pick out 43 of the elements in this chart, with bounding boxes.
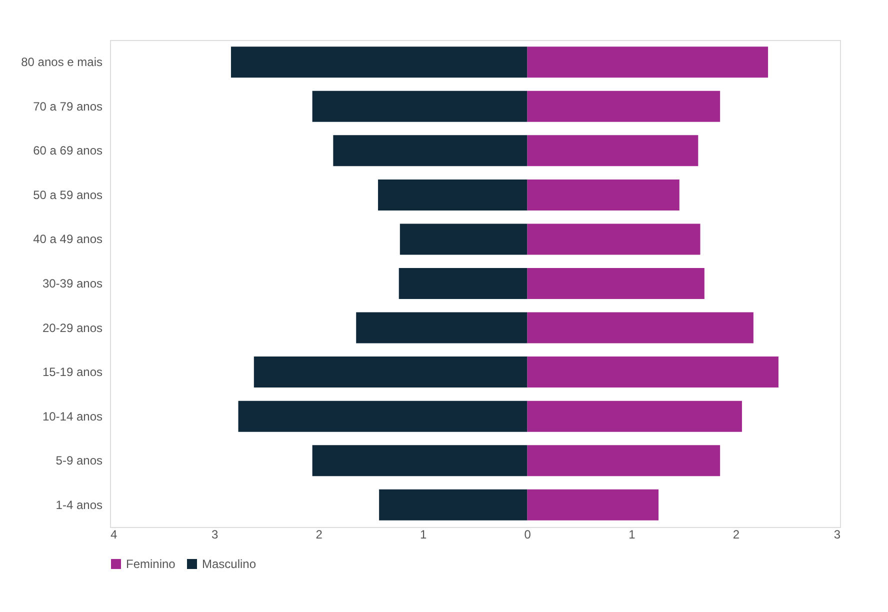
x-tick-label: 1	[420, 528, 428, 542]
x-tick-label: 2	[732, 528, 740, 542]
y-tick-label: 40 a 49 anos	[33, 232, 102, 246]
bar	[527, 179, 680, 210]
bar	[527, 46, 768, 78]
bar	[398, 268, 528, 299]
legend-label: Feminino	[126, 557, 176, 571]
y-tick-label: 80 anos e mais	[21, 55, 102, 70]
bar	[238, 400, 528, 432]
bar	[527, 445, 720, 476]
x-tick-label: 1	[628, 528, 636, 542]
y-tick-label: 70 a 79 anos	[33, 99, 102, 114]
y-tick-label: 1-4 anos	[56, 498, 102, 512]
bar	[527, 312, 754, 344]
y-tick-label: 15-19 anos	[42, 365, 102, 380]
bar	[527, 224, 700, 255]
y-tick-label: 20-29 anos	[42, 320, 102, 335]
bar	[527, 268, 704, 299]
bar	[379, 489, 528, 520]
bar	[378, 179, 528, 210]
legend-label: Masculino	[202, 557, 256, 571]
bar	[527, 489, 659, 520]
bar	[312, 445, 528, 476]
bar	[527, 400, 742, 432]
x-tick-label: 0	[524, 528, 532, 542]
bar	[527, 90, 720, 122]
x-tick-label: 3	[211, 528, 218, 542]
bar	[333, 135, 528, 166]
y-tick-label: 5-9 anos	[56, 454, 102, 468]
bar	[400, 224, 528, 255]
bar	[527, 356, 778, 388]
y-tick-label: 10-14 anos	[42, 409, 102, 424]
bar	[527, 135, 698, 166]
x-tick-label: 2	[316, 528, 323, 542]
bar	[254, 356, 528, 388]
bar	[230, 46, 528, 78]
bar	[356, 312, 528, 344]
y-tick-label: 50 a 59 anos	[33, 188, 102, 202]
y-tick-label: 60 a 69 anos	[33, 144, 102, 158]
y-tick-label: 30-39 anos	[42, 276, 102, 290]
bar	[312, 90, 528, 122]
x-tick-label: 3	[834, 528, 841, 542]
x-tick-label: 4	[110, 528, 118, 542]
